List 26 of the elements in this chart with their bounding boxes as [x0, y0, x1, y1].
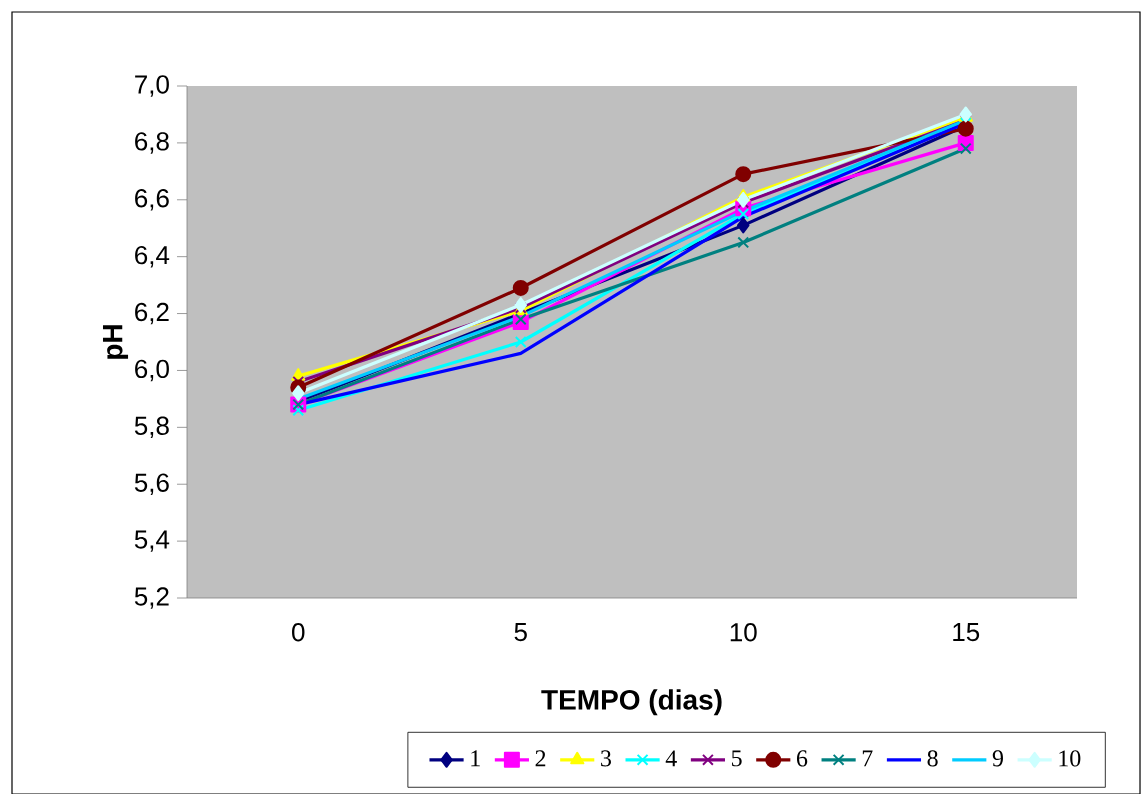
legend-label: 7	[862, 750, 873, 767]
y-tick-label: 6,8	[135, 132, 169, 154]
y-axis-title: pH	[102, 325, 129, 359]
legend-label: 4	[665, 750, 677, 767]
x-tick-label: 10	[730, 623, 757, 642]
y-tick-label: 5,6	[134, 473, 169, 495]
legend-label: 10	[1059, 750, 1081, 767]
legend-label: 3	[601, 750, 611, 767]
legend-label: 9	[992, 750, 1003, 767]
legend-label: 1	[471, 750, 480, 767]
y-tick-label: 6,6	[135, 189, 169, 211]
y-tick-label: 5,4	[134, 530, 170, 552]
legend-label: 2	[535, 750, 546, 767]
legend-label: 5	[731, 750, 742, 767]
legend-label: 6	[796, 750, 808, 767]
y-tick-label: 6,4	[135, 245, 170, 268]
x-axis-title: TEMPO (dias)	[541, 689, 722, 716]
y-tick-label: 6,2	[135, 302, 169, 325]
y-tick-label: 5,8	[134, 416, 169, 439]
x-tick-label: 5	[514, 623, 527, 642]
y-tick-label: 5,2	[134, 587, 169, 609]
legend-label: 8	[927, 750, 938, 767]
y-tick-label: 6,0	[135, 359, 169, 382]
x-tick-label: 0	[292, 623, 305, 642]
y-tick-label: 7,0	[135, 75, 169, 97]
x-tick-label: 15	[953, 623, 980, 642]
